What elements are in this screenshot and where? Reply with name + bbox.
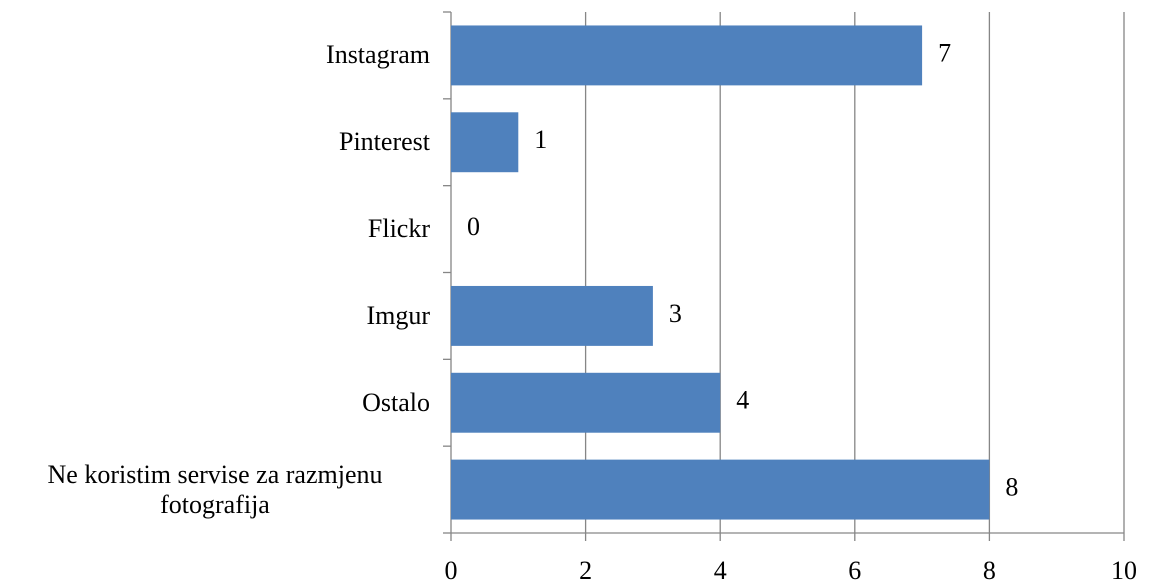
- y-tick-label-box: Pinterest: [0, 127, 430, 157]
- x-tick-label: 8: [983, 556, 996, 585]
- y-tick-label-box: Ne koristim servise za razmjenu fotograf…: [0, 460, 430, 520]
- x-tick-label: 2: [579, 556, 592, 585]
- bar: [451, 372, 721, 433]
- y-tick-label: Ostalo: [362, 387, 430, 417]
- y-tick-label-box: Flickr: [0, 214, 430, 244]
- bar: [451, 112, 519, 173]
- x-tick-label: 0: [445, 556, 458, 585]
- value-label: 0: [467, 212, 480, 241]
- bar: [451, 285, 653, 346]
- y-tick-label: Pinterest: [339, 127, 430, 157]
- value-label: 4: [736, 386, 749, 415]
- value-label: 7: [938, 38, 951, 67]
- value-label: 1: [534, 125, 547, 154]
- y-tick-label-box: Ostalo: [0, 388, 430, 418]
- y-tick-label: Instagram: [326, 40, 430, 70]
- y-tick-label: Imgur: [366, 300, 430, 330]
- x-tick-label: 6: [848, 556, 861, 585]
- bar: [451, 459, 990, 520]
- bar: [451, 25, 923, 86]
- y-tick-label: Flickr: [367, 214, 430, 244]
- value-label: 8: [1005, 473, 1018, 502]
- value-label: 3: [669, 299, 682, 328]
- x-tick-label: 10: [1111, 556, 1137, 585]
- x-tick-label: 4: [714, 556, 727, 585]
- y-tick-label-box: Instagram: [0, 40, 430, 70]
- y-tick-label-box: Imgur: [0, 301, 430, 331]
- y-tick-label: Ne koristim servise za razmjenu fotograf…: [47, 459, 383, 519]
